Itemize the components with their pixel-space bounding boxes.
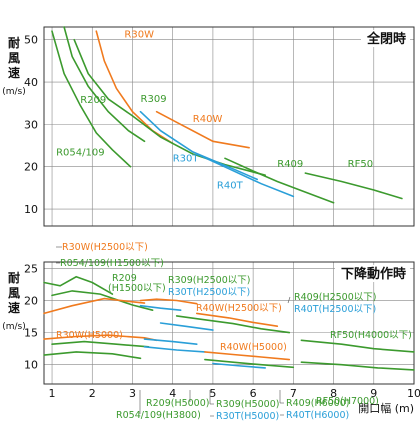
annotation-label: R40T(H2500以下) — [294, 304, 376, 315]
series-line — [300, 361, 415, 371]
series-line — [196, 312, 279, 327]
y-tick-label: 25 — [24, 262, 38, 275]
annotation-label: R40T(H6000) — [286, 410, 349, 421]
series-label: R054/109 — [56, 148, 105, 159]
series-label: R30T — [173, 154, 200, 165]
series-line — [155, 110, 250, 149]
annotation-label: RF50(H7000) — [316, 396, 379, 407]
chart-title: 全閉時 — [366, 31, 406, 47]
y-tick-label: 20 — [24, 295, 38, 308]
y-axis-unit: (m/s) — [2, 87, 26, 97]
x-tick-label: 4 — [169, 387, 176, 400]
series-line — [139, 110, 258, 181]
series-label: R409 — [277, 159, 303, 170]
annotation-label: R309(H2500以下) — [168, 275, 250, 286]
series-label: R209 — [80, 95, 106, 106]
series-line — [43, 351, 142, 360]
chart-title-box — [335, 265, 410, 282]
series-line — [204, 351, 291, 361]
x-tick-label: 6 — [250, 387, 257, 400]
x-tick-label: 9 — [370, 387, 377, 400]
y-tick-label: 50 — [24, 34, 38, 47]
y-tick-label: 15 — [24, 327, 38, 340]
annotation-label: R309(H5000) — [216, 399, 279, 410]
y-tick-label: 40 — [24, 76, 38, 89]
annotation-label: R30T(H5000) — [216, 411, 279, 422]
y-tick-label: 30 — [24, 118, 38, 131]
annotation-label: RF50(H4000以下) — [330, 330, 412, 341]
y-axis-label: 耐 — [8, 35, 20, 50]
annotation-label: R054/109(H3800) — [116, 410, 201, 421]
y-tick-label: 20 — [24, 161, 38, 174]
series-line — [139, 304, 182, 311]
y-axis-label: 速 — [8, 300, 20, 315]
annotation-label: R209 — [112, 273, 137, 284]
plot-frame — [43, 26, 415, 227]
series-label: R40W — [193, 114, 223, 125]
series-line — [51, 30, 132, 168]
annotation-label: R30T(H2500以下) — [168, 287, 250, 298]
annotation-label: R30W(H2500以下) — [62, 242, 148, 253]
series-line — [175, 315, 291, 334]
y-axis-label: 耐 — [8, 270, 20, 285]
series-line — [51, 290, 154, 311]
x-tick-label: 10 — [407, 387, 420, 400]
leader-line — [287, 296, 291, 304]
x-tick-label: 2 — [89, 387, 96, 400]
x-tick-label: 8 — [330, 387, 337, 400]
series-line — [159, 322, 214, 331]
y-tick-label: 10 — [24, 203, 38, 216]
series-label: R40T — [217, 181, 244, 192]
series-line — [63, 26, 146, 143]
annotation-label: R30W(H5000) — [56, 330, 123, 341]
x-tick-label: 7 — [290, 387, 297, 400]
x-tick-label: 5 — [209, 387, 216, 400]
chart-title: 下降動作時 — [341, 266, 406, 282]
series-label: RF50 — [348, 159, 373, 170]
x-tick-label: 1 — [49, 387, 56, 400]
series-line — [51, 340, 150, 348]
series-line — [43, 334, 158, 342]
annotation-label: (H1500以下) — [108, 283, 166, 294]
series-line — [212, 362, 266, 369]
series-line — [196, 153, 295, 198]
annotation-label: R209(H5000) — [146, 398, 209, 409]
series-label: R309 — [141, 94, 167, 105]
y-axis-unit: (m/s) — [2, 322, 26, 332]
plot-frame — [43, 261, 415, 385]
series-line — [204, 358, 295, 369]
y-tick-label: 10 — [24, 359, 38, 372]
y-axis-label: 速 — [8, 65, 20, 80]
y-axis-label: 風 — [8, 51, 20, 65]
series-line — [143, 338, 198, 345]
x-axis-label: 開口幅 (m) — [358, 402, 414, 415]
series-line — [43, 275, 114, 295]
chart-title-box — [361, 30, 410, 47]
annotation-label: R409(H6000) — [286, 398, 349, 409]
plot-area — [44, 27, 414, 226]
x-tick-label: 3 — [129, 387, 136, 400]
series-line — [300, 339, 415, 353]
annotation-label: R40W(H2500以下) — [196, 303, 282, 314]
y-axis-label: 風 — [8, 286, 20, 300]
series-line — [43, 297, 146, 315]
series-line — [143, 346, 206, 353]
series-line — [139, 298, 198, 305]
series-line — [304, 172, 403, 200]
annotation-label: R409(H2500以下) — [294, 292, 376, 303]
series-label: R30W — [124, 30, 154, 41]
annotation-label: R40W(H5000) — [220, 342, 287, 353]
annotation-label: R054/109(H1500以下) — [60, 258, 164, 269]
series-line — [224, 157, 335, 204]
